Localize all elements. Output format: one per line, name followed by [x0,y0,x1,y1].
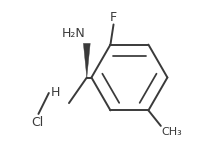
Text: CH₃: CH₃ [162,127,182,137]
Text: F: F [110,11,117,24]
Text: Cl: Cl [31,116,44,129]
Text: H₂N: H₂N [61,27,85,40]
Text: H: H [51,86,60,99]
Polygon shape [83,43,90,78]
